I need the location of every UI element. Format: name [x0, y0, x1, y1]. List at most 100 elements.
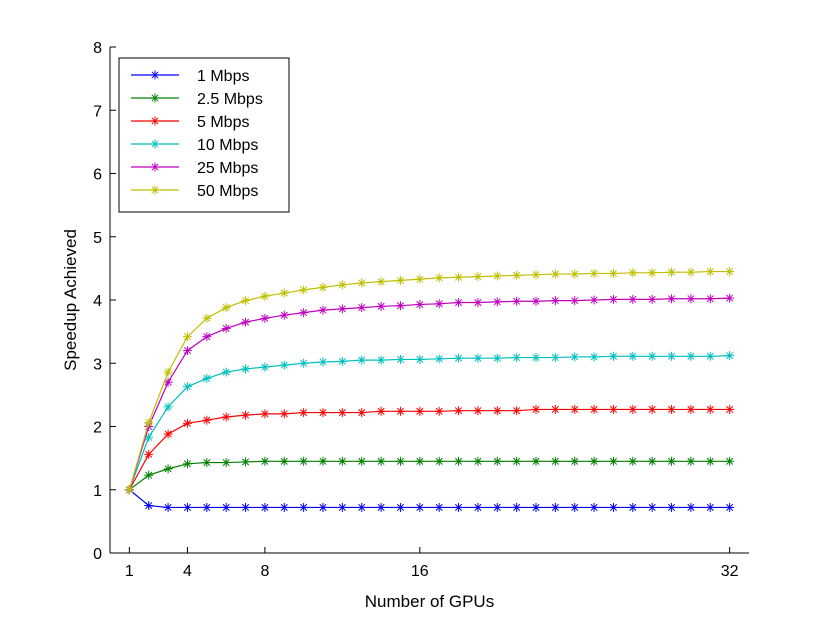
data-point	[705, 404, 715, 414]
data-point	[686, 267, 696, 277]
data-point	[202, 502, 212, 512]
data-point	[589, 295, 599, 305]
data-point	[163, 377, 173, 387]
data-point	[473, 353, 483, 363]
data-point	[163, 429, 173, 439]
legend-marker	[150, 162, 160, 172]
data-point	[686, 294, 696, 304]
data-point	[357, 502, 367, 512]
data-point	[357, 408, 367, 418]
data-point	[415, 406, 425, 416]
data-point	[473, 456, 483, 466]
legend-label: 2.5 Mbps	[197, 91, 263, 108]
data-point	[454, 272, 464, 282]
data-point	[434, 354, 444, 364]
data-point	[241, 502, 251, 512]
data-point	[570, 296, 580, 306]
data-point	[512, 270, 522, 280]
legend-label: 1 Mbps	[197, 68, 249, 85]
data-point	[144, 449, 154, 459]
data-point	[202, 313, 212, 323]
data-point	[454, 406, 464, 416]
legend-marker	[150, 70, 160, 80]
data-point	[182, 502, 192, 512]
legend-box	[118, 57, 290, 213]
data-point	[415, 456, 425, 466]
data-point	[337, 456, 347, 466]
data-point	[279, 409, 289, 419]
data-point	[221, 502, 231, 512]
data-point	[608, 456, 618, 466]
data-point	[647, 294, 657, 304]
data-point	[608, 294, 618, 304]
data-point	[589, 404, 599, 414]
y-axis-label: Speedup Achieved	[61, 229, 80, 371]
legend-marker	[150, 93, 160, 103]
data-point	[686, 351, 696, 361]
data-point	[202, 415, 212, 425]
data-point	[318, 502, 328, 512]
data-point	[454, 353, 464, 363]
x-tick-label: 32	[721, 563, 739, 580]
data-point	[182, 459, 192, 469]
data-point	[318, 408, 328, 418]
data-point	[628, 502, 638, 512]
data-point	[705, 294, 715, 304]
data-point	[686, 502, 696, 512]
data-point	[163, 464, 173, 474]
data-point	[531, 270, 541, 280]
data-point	[337, 280, 347, 290]
data-point	[241, 296, 251, 306]
x-tick-label: 4	[183, 563, 192, 580]
data-point	[241, 317, 251, 327]
data-point	[395, 456, 405, 466]
data-point	[628, 404, 638, 414]
data-point	[608, 404, 618, 414]
data-point	[647, 404, 657, 414]
data-point	[647, 456, 657, 466]
data-point	[299, 308, 309, 318]
data-point	[570, 456, 580, 466]
data-point	[492, 456, 502, 466]
data-point	[241, 364, 251, 374]
data-point	[628, 268, 638, 278]
data-point	[279, 360, 289, 370]
legend-entry: 10 Mbps	[131, 137, 258, 154]
data-point	[686, 404, 696, 414]
y-tick-label: 6	[93, 167, 102, 184]
data-point	[725, 502, 735, 512]
y-tick-label: 1	[93, 483, 102, 500]
data-point	[647, 351, 657, 361]
data-point	[299, 358, 309, 368]
data-point	[182, 418, 192, 428]
axes-layer: 0 1 2 3 4 5 6 7 8 1 4 8 16 32	[93, 40, 749, 580]
legend-marker	[150, 116, 160, 126]
data-point	[395, 406, 405, 416]
data-point	[144, 501, 154, 511]
data-point	[182, 382, 192, 392]
data-point	[705, 456, 715, 466]
data-point	[434, 406, 444, 416]
data-point	[667, 456, 677, 466]
data-point	[144, 418, 154, 428]
y-tick-label: 2	[93, 420, 102, 437]
legend-label: 50 Mbps	[197, 183, 258, 200]
x-tick-label: 8	[260, 563, 269, 580]
data-point	[434, 456, 444, 466]
legend-label: 5 Mbps	[197, 114, 249, 131]
data-point	[550, 296, 560, 306]
data-point	[260, 291, 270, 301]
data-point	[454, 456, 464, 466]
data-point	[667, 267, 677, 277]
data-point	[279, 456, 289, 466]
data-point	[415, 502, 425, 512]
data-point	[260, 456, 270, 466]
legend-entry: 25 Mbps	[131, 160, 258, 177]
data-point	[241, 410, 251, 420]
data-point	[415, 274, 425, 284]
data-point	[434, 299, 444, 309]
data-point	[395, 354, 405, 364]
x-tick-label: 1	[125, 563, 134, 580]
data-point	[531, 456, 541, 466]
data-point	[376, 456, 386, 466]
